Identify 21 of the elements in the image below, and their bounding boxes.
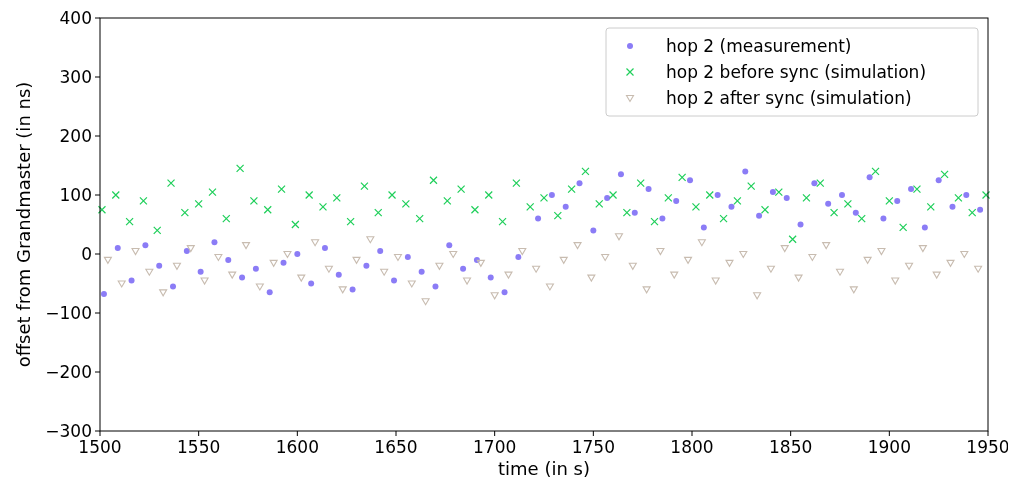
legend-label: hop 2 (measurement)	[666, 36, 852, 56]
x-tick-label: 1550	[177, 437, 221, 457]
x-axis-title: time (in s)	[498, 458, 590, 479]
x-tick-label: 1950	[966, 437, 1010, 457]
legend-label: hop 2 before sync (simulation)	[666, 62, 927, 82]
x-tick-label: 1750	[571, 437, 615, 457]
y-tick-label: 0	[81, 244, 92, 264]
y-tick-label: −100	[45, 303, 92, 323]
x-tick-label: 1700	[473, 437, 517, 457]
y-tick-label: 100	[59, 185, 92, 205]
x-tick-label: 1650	[374, 437, 418, 457]
y-axis-title: offset from Grandmaster (in ns)	[13, 81, 34, 368]
x-tick-label: 1850	[769, 437, 813, 457]
x-tick-label: 1800	[670, 437, 714, 457]
legend-label: hop 2 after sync (simulation)	[666, 88, 912, 108]
y-tick-label: −200	[45, 362, 92, 382]
y-tick-label: 300	[59, 67, 92, 87]
y-tick-label: 200	[59, 126, 92, 146]
y-tick-label: 400	[59, 8, 92, 28]
x-tick-label: 1600	[275, 437, 319, 457]
x-tick-label: 1900	[867, 437, 911, 457]
